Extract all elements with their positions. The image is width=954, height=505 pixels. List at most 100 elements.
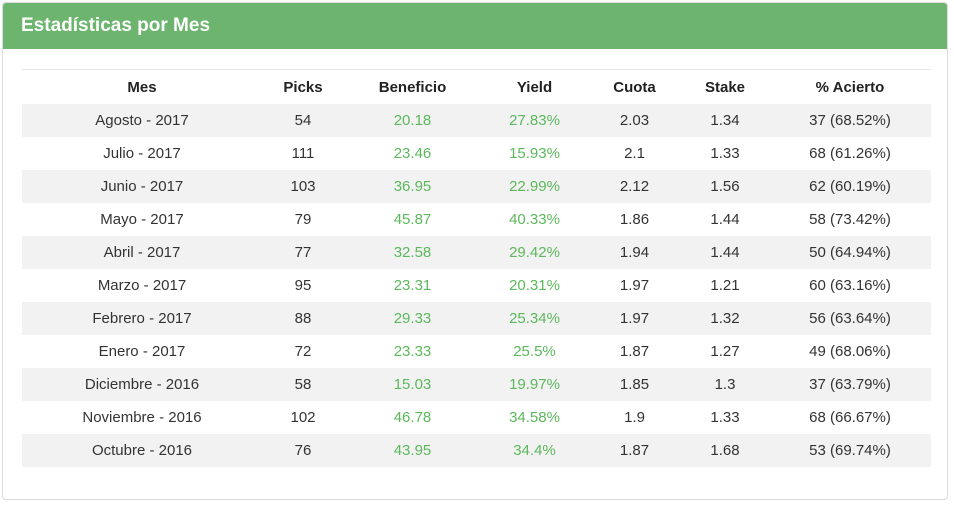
cell-mes: Junio - 2017 <box>100 178 184 195</box>
table-row: Enero - 2017 72 23.33 25.5% 1.87 1.27 49 (68.0… <box>22 335 931 368</box>
cell-picks: 54 <box>294 112 312 129</box>
table-row: Abril - 2017 77 32.58 29.42% 1.94 1.44 50 (64.… <box>22 236 931 269</box>
cell-mes: Febrero - 2017 <box>92 310 192 327</box>
table-row: Junio - 2017 103 36.95 22.99% 2.12 1.56 62 (60… <box>22 170 931 203</box>
cell-mes: Agosto - 2017 <box>95 112 189 129</box>
cell-stake: 1.32 <box>710 310 740 327</box>
table-header: Mes Picks Beneficio Yield Cuota Stake % … <box>22 69 931 105</box>
column-header-yield: Yield <box>516 78 553 96</box>
cell-cuota: 2.03 <box>619 112 650 129</box>
cell-beneficio: 29.33 <box>393 310 432 327</box>
cell-cuota: 1.97 <box>619 277 650 294</box>
cell-cuota: 1.85 <box>619 376 650 393</box>
cell-picks: 103 <box>290 178 316 195</box>
cell-stake: 1.44 <box>710 211 740 228</box>
cell-picks: 58 <box>294 376 312 393</box>
cell-acierto: 56 (63.64%) <box>809 310 891 327</box>
cell-acierto: 50 (64.94%) <box>809 244 891 261</box>
cell-yield: 34.58% <box>509 409 560 426</box>
cell-beneficio: 36.95 <box>393 178 432 195</box>
cell-stake: 1.27 <box>710 343 740 360</box>
column-header-stake: Stake <box>704 78 746 96</box>
cell-mes: Marzo - 2017 <box>97 277 187 294</box>
table-row: Marzo - 2017 95 23.31 20.31% 1.97 1.21 60 (63.… <box>22 269 931 302</box>
table-row: Noviembre - 2016 102 46.78 34.58% 1.9 1.33 68 … <box>22 401 931 434</box>
cell-cuota: 2.12 <box>619 178 650 195</box>
cell-picks: 72 <box>294 343 312 360</box>
cell-acierto: 62 (60.19%) <box>809 178 891 195</box>
cell-stake: 1.56 <box>710 178 740 195</box>
table-body: Agosto - 2017 54 20.18 27.83% 2.03 1.34 37 (68… <box>22 104 931 467</box>
cell-cuota: 1.86 <box>619 211 650 228</box>
cell-acierto: 53 (69.74%) <box>809 442 891 459</box>
header-row: Mes Picks Beneficio Yield Cuota Stake % … <box>22 69 931 105</box>
stats-table-container: Mes Picks Beneficio Yield Cuota Stake % … <box>22 69 931 467</box>
cell-cuota: 1.9 <box>624 409 645 426</box>
cell-yield: 22.99% <box>509 178 560 195</box>
cell-picks: 79 <box>294 211 312 228</box>
cell-picks: 102 <box>290 409 316 426</box>
cell-mes: Abril - 2017 <box>103 244 181 261</box>
column-header-beneficio: Beneficio <box>378 78 447 96</box>
cell-beneficio: 45.87 <box>393 211 432 228</box>
cell-stake: 1.34 <box>710 112 740 129</box>
cell-acierto: 58 (73.42%) <box>809 211 891 228</box>
cell-cuota: 1.97 <box>619 310 650 327</box>
cell-stake: 1.68 <box>710 442 740 459</box>
cell-stake: 1.33 <box>710 145 740 162</box>
cell-yield: 20.31% <box>509 277 560 294</box>
cell-acierto: 37 (63.79%) <box>809 376 891 393</box>
cell-picks: 111 <box>291 145 315 162</box>
cell-beneficio: 46.78 <box>393 409 432 426</box>
table-row: Febrero - 2017 88 29.33 25.34% 1.97 1.32 56 (6… <box>22 302 931 335</box>
cell-picks: 88 <box>294 310 312 327</box>
cell-beneficio: 23.33 <box>393 343 432 360</box>
cell-yield: 34.4% <box>513 442 556 459</box>
cell-cuota: 1.87 <box>619 442 650 459</box>
column-header-cuota: Cuota <box>613 78 656 96</box>
cell-stake: 1.33 <box>710 409 740 426</box>
column-header-mes: Mes <box>127 78 157 96</box>
cell-stake: 1.21 <box>710 277 740 294</box>
cell-mes: Enero - 2017 <box>98 343 186 360</box>
cell-yield: 19.97% <box>509 376 560 393</box>
cell-yield: 25.34% <box>509 310 560 327</box>
monthly-stats-panel: Estadísticas por Mes Mes Picks Beneficio… <box>2 2 948 500</box>
cell-mes: Octubre - 2016 <box>91 442 193 459</box>
cell-mes: Mayo - 2017 <box>100 211 184 228</box>
panel-title: Estadísticas por Mes <box>21 15 211 36</box>
cell-picks: 77 <box>294 244 312 261</box>
cell-picks: 76 <box>294 442 312 459</box>
monthly-stats-table: Mes Picks Beneficio Yield Cuota Stake % … <box>22 69 931 467</box>
cell-cuota: 1.94 <box>619 244 650 261</box>
cell-acierto: 49 (68.06%) <box>809 343 891 360</box>
cell-beneficio: 23.31 <box>393 277 432 294</box>
cell-yield: 15.93% <box>509 145 560 162</box>
cell-mes: Julio - 2017 <box>103 145 181 162</box>
column-header-picks: Picks <box>283 78 323 96</box>
cell-acierto: 37 (68.52%) <box>809 112 891 129</box>
table-row: Mayo - 2017 79 45.87 40.33% 1.86 1.44 58 (73.4… <box>22 203 931 236</box>
table-row: Diciembre - 2016 58 15.03 19.97% 1.85 1.3 37 (… <box>22 368 931 401</box>
cell-beneficio: 32.58 <box>393 244 432 261</box>
table-row: Octubre - 2016 76 43.95 34.4% 1.87 1.68 53 (69… <box>22 434 931 467</box>
panel-header: Estadísticas por Mes <box>3 3 947 49</box>
cell-acierto: 60 (63.16%) <box>809 277 891 294</box>
cell-beneficio: 23.46 <box>393 145 432 162</box>
table-row: Agosto - 2017 54 20.18 27.83% 2.03 1.34 37 (68… <box>22 104 931 137</box>
cell-stake: 1.44 <box>710 244 740 261</box>
table-row: Julio - 2017 111 23.46 15.93% 2.1 1.33 68 (61.… <box>22 137 931 170</box>
cell-yield: 29.42% <box>509 244 560 261</box>
cell-beneficio: 20.18 <box>393 112 432 129</box>
column-header-acierto: % Acierto <box>815 78 885 96</box>
cell-cuota: 2.1 <box>624 145 645 162</box>
cell-picks: 95 <box>294 277 312 294</box>
cell-yield: 25.5% <box>513 343 556 360</box>
cell-beneficio: 15.03 <box>393 376 432 393</box>
cell-acierto: 68 (66.67%) <box>809 409 891 426</box>
cell-beneficio: 43.95 <box>393 442 432 459</box>
cell-acierto: 68 (61.26%) <box>809 145 891 162</box>
cell-yield: 27.83% <box>509 112 560 129</box>
cell-mes: Noviembre - 2016 <box>82 409 202 426</box>
cell-mes: Diciembre - 2016 <box>84 376 200 393</box>
